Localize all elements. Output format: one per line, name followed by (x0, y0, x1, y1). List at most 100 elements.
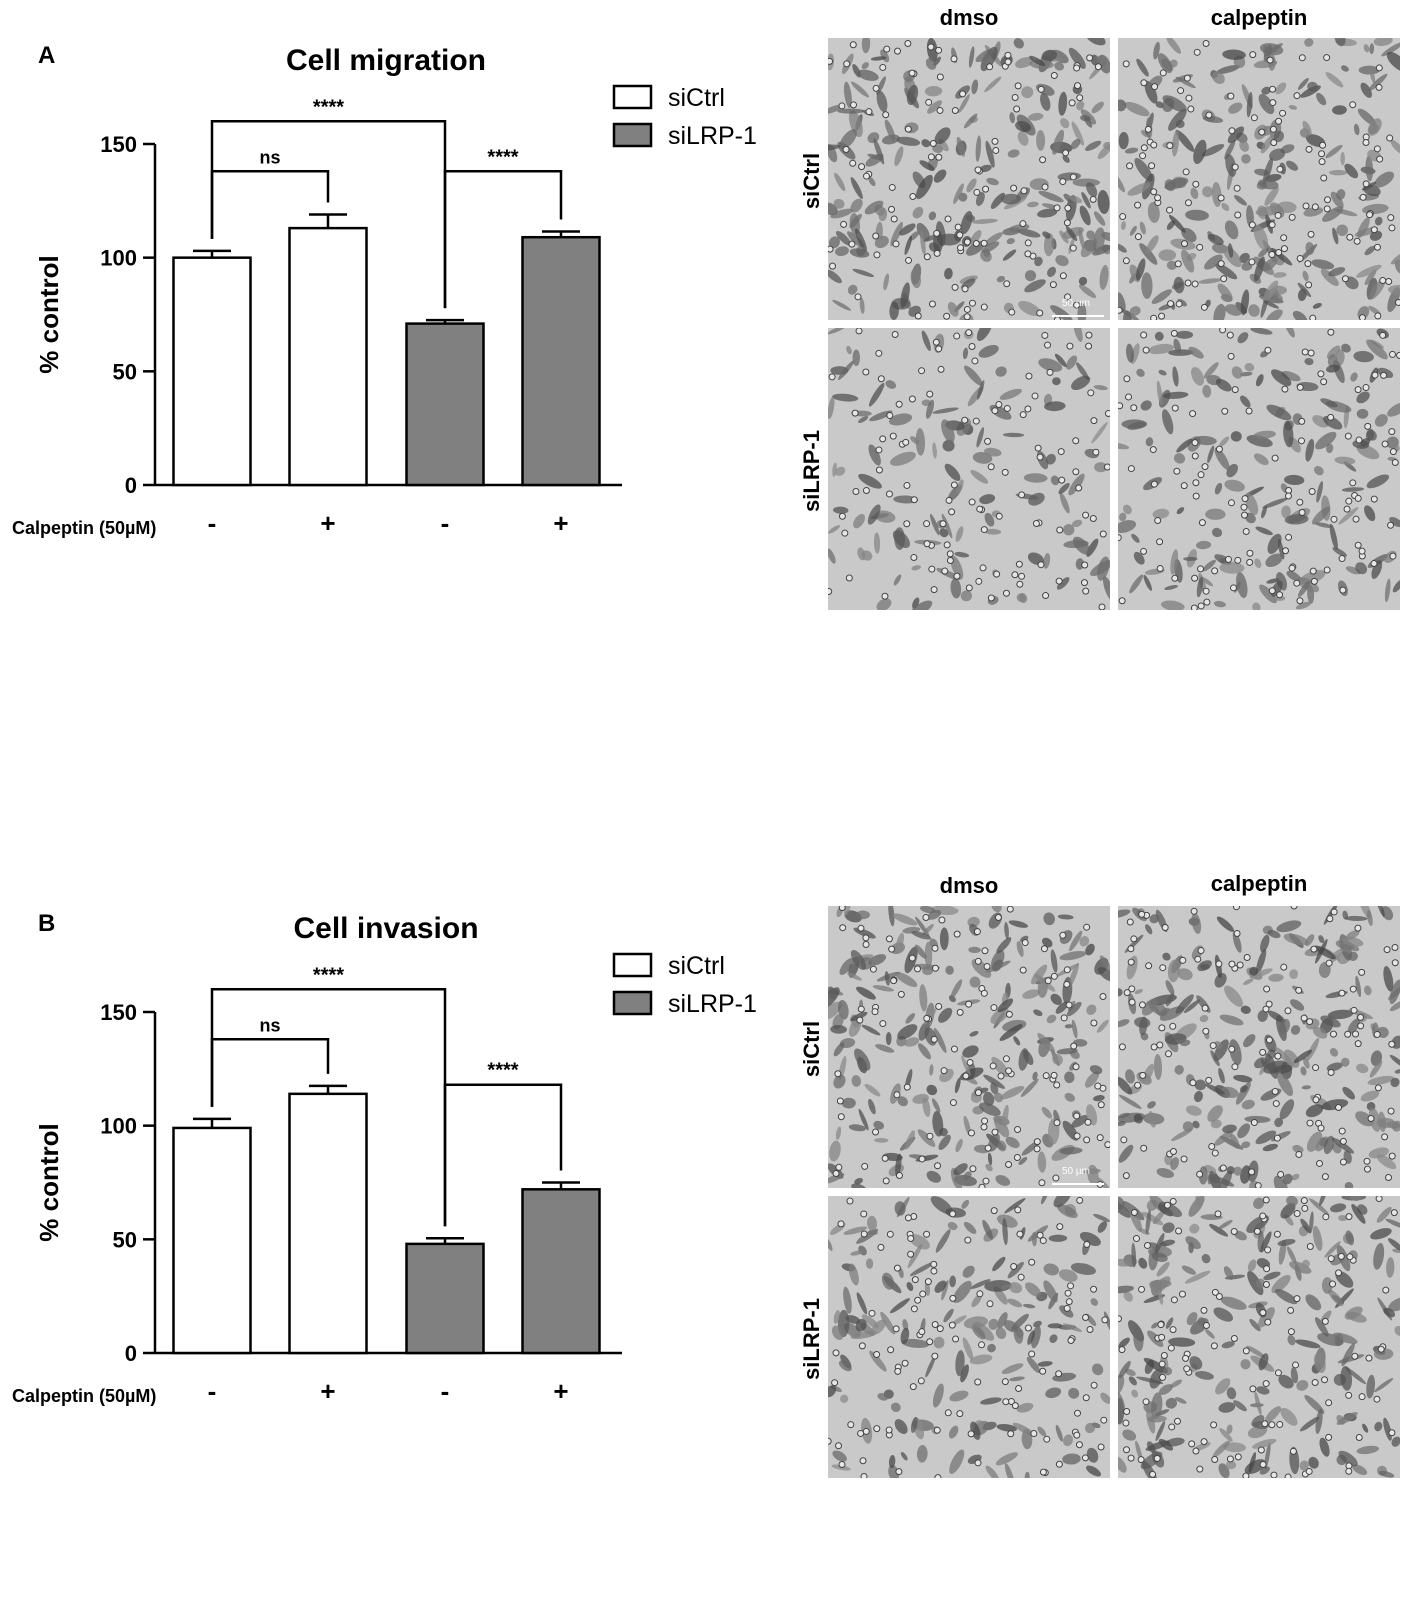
cell (953, 1280, 972, 1304)
significance-label: ns (259, 1015, 280, 1035)
cell (896, 136, 921, 146)
cell (1330, 191, 1344, 209)
cell (978, 1102, 1001, 1116)
cell (1327, 354, 1338, 368)
pore (979, 564, 987, 572)
cell (1134, 989, 1143, 995)
cell (1345, 1367, 1367, 1385)
cell (1360, 82, 1372, 98)
pore (933, 1426, 941, 1434)
cell (1389, 979, 1400, 1005)
pore (1228, 960, 1236, 968)
pore (909, 1383, 917, 1391)
pore (1230, 584, 1238, 592)
cell (1219, 1014, 1244, 1026)
pore (1010, 1263, 1018, 1271)
pore (1169, 1022, 1177, 1030)
pore (1073, 1132, 1081, 1140)
pore (1358, 314, 1366, 320)
pore (1310, 945, 1318, 953)
pore (1003, 404, 1011, 412)
cell (1037, 1151, 1047, 1173)
cell (1366, 910, 1373, 926)
cell (1275, 1289, 1298, 1305)
pore (1305, 145, 1313, 153)
cell (1286, 1246, 1297, 1264)
pore (1228, 127, 1236, 135)
cell (1394, 1325, 1400, 1336)
pore (1298, 417, 1306, 425)
pore (910, 1305, 918, 1313)
pore (981, 1117, 989, 1125)
cell (1311, 259, 1335, 270)
cell (1312, 506, 1331, 525)
cell (844, 906, 851, 916)
pore (1234, 211, 1242, 219)
cell (1260, 134, 1274, 154)
pore (1287, 1328, 1295, 1336)
y-axis-label: % control (34, 255, 64, 373)
pore (1317, 370, 1325, 378)
cell (858, 415, 869, 424)
cell (1191, 366, 1205, 386)
pore (1349, 479, 1357, 487)
pore (892, 1325, 900, 1333)
pore (1236, 961, 1244, 969)
cell (941, 1280, 949, 1301)
pore (1373, 1030, 1381, 1038)
cell (911, 565, 921, 571)
cell (1162, 95, 1187, 112)
pore (1354, 541, 1362, 549)
cell (1312, 1026, 1328, 1039)
cell (888, 1455, 896, 1469)
cell (1316, 481, 1324, 503)
cell (1009, 112, 1016, 124)
cell (965, 214, 976, 222)
pore (892, 240, 900, 248)
cell (876, 598, 892, 610)
pore (940, 1067, 948, 1075)
cell (1071, 375, 1091, 391)
cell (1364, 245, 1376, 256)
cell (1262, 497, 1289, 509)
cell (1066, 355, 1078, 370)
pore (1064, 204, 1072, 212)
pore (1086, 54, 1094, 62)
cell (1086, 230, 1095, 240)
cell (1041, 1106, 1053, 1119)
cell (1024, 1471, 1030, 1478)
cell (1258, 1307, 1275, 1328)
cell (1070, 1262, 1096, 1276)
cell (1058, 1269, 1078, 1282)
pore (1099, 993, 1107, 1001)
cell (1256, 1386, 1270, 1395)
y-tick-label: 150 (100, 132, 137, 157)
cell (1042, 937, 1053, 948)
cell (1078, 228, 1085, 249)
pore (1289, 1447, 1297, 1455)
pore (1330, 908, 1338, 916)
cell (1259, 584, 1277, 604)
pore (1053, 204, 1061, 212)
cell (1207, 233, 1224, 245)
cell (1340, 1057, 1350, 1067)
cell (966, 178, 977, 193)
cell (1055, 255, 1069, 267)
cell (1028, 112, 1044, 121)
pore (1241, 511, 1249, 519)
pore (1279, 109, 1287, 117)
cell (1163, 1366, 1173, 1376)
cell (1316, 92, 1327, 106)
cell (1257, 1009, 1268, 1022)
pore (1050, 1071, 1058, 1079)
pore (1296, 498, 1304, 506)
cell (890, 451, 916, 466)
y-tick-label: 100 (100, 246, 137, 271)
pore (1388, 1429, 1396, 1437)
pore (941, 567, 949, 575)
cell (1168, 349, 1194, 356)
cell (1068, 1387, 1080, 1399)
pore (1139, 152, 1147, 160)
cell (1392, 579, 1400, 593)
